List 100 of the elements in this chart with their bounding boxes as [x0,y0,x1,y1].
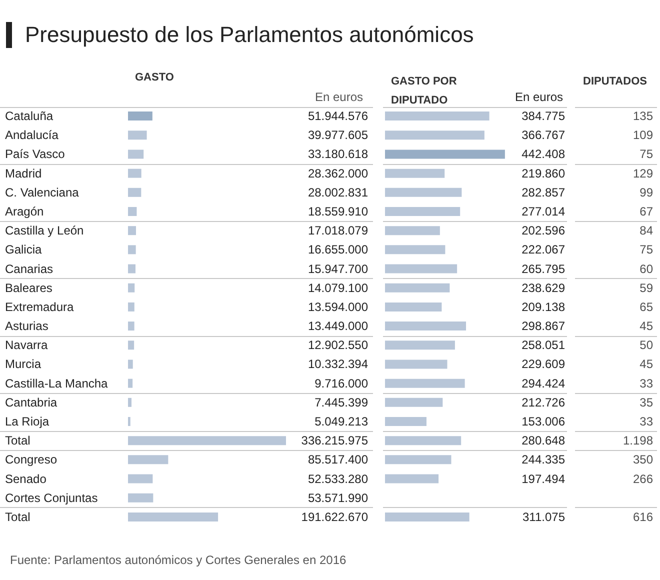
data-label: 45 [640,357,654,372]
data-label: 99 [640,185,654,200]
data-label: 33.180.618 [308,147,368,162]
data-label: 282.857 [522,185,566,200]
bar [385,283,450,292]
bar [385,360,448,369]
data-label: 7.445.399 [314,395,368,410]
data-label: 18.559.910 [308,204,368,218]
y-tick-label: Total [5,434,30,448]
bar [128,226,136,236]
data-label: 59 [640,280,654,295]
data-label: 16.655.000 [308,242,368,257]
bar [385,322,466,331]
bar [128,436,286,446]
bar [128,112,152,121]
bar [385,436,462,446]
data-label: 222.067 [522,242,566,257]
data-label: 135 [632,109,654,124]
y-tick-label: C. Valenciana [5,185,80,200]
data-label: 75 [640,242,654,257]
y-tick-label: Senado [5,472,47,486]
y-tick-label: Castilla y León [5,224,84,238]
bar [128,150,144,159]
data-label: 238.629 [522,280,566,295]
x-axis-title: GASTO [135,72,174,84]
data-label: 60 [640,262,654,276]
bar [128,168,142,178]
data-label: 28.362.000 [308,166,368,180]
data-label: 229.609 [522,357,566,372]
y-tick-label: País Vasco [5,147,66,162]
data-label: 17.018.079 [308,224,368,238]
bar [385,168,445,178]
data-label: 350 [632,452,654,467]
bar [385,150,505,159]
data-label: 51.944.576 [308,109,368,124]
bar [128,188,142,197]
bar [385,188,462,197]
bar [128,493,154,502]
bar [385,226,440,236]
y-tick-label: Cataluña [5,109,54,124]
bar [128,474,153,484]
bar [128,264,136,274]
bar [385,378,465,388]
y-tick-label: Cantabria [5,395,58,410]
text: En euros [515,90,564,104]
y-tick-label: Murcia [5,357,42,372]
data-label: 52.533.280 [308,472,368,486]
bar [128,455,168,464]
y-tick-label: Asturias [5,319,48,334]
bar [128,283,135,292]
y-tick-label: Extremadura [5,300,74,314]
y-tick-label: Cortes Conjuntas [5,490,98,505]
chart-title: GASTO POR DIPUTADO [391,76,457,106]
data-label: 84 [640,224,654,238]
data-label: 50 [640,338,654,352]
y-tick-label: Baleares [5,280,52,295]
bar [385,112,490,121]
text: DIPUTADOS [583,76,647,88]
bar [385,302,442,312]
bar [128,302,134,312]
data-label: 5.049.213 [314,414,368,428]
data-label: 336.215.975 [301,434,368,448]
y-tick-label: Andalucía [5,128,59,142]
data-label: 39.977.605 [308,128,368,142]
data-label: 33 [640,376,654,390]
text: En euros [314,90,363,104]
data-label: 258.051 [522,338,566,352]
data-label: 366.767 [522,128,566,142]
bar [385,398,443,407]
bar [385,264,458,274]
data-label: 197.494 [522,472,566,486]
bar [385,130,484,140]
y-tick-label: Congreso [5,452,58,467]
data-label: 442.408 [522,147,566,162]
data-label: 15.947.700 [308,262,368,276]
data-label: 33 [640,414,654,428]
bar [385,207,460,216]
data-label: 244.335 [522,452,566,467]
data-label: 13.449.000 [308,319,368,334]
bar [128,360,133,369]
bar [385,474,439,484]
bar [128,398,132,407]
bar [385,512,470,522]
data-label: 65 [640,300,654,314]
data-label: 311.075 [522,510,566,524]
data-label: 10.332.394 [308,357,368,372]
chart-title: Presupuesto de los Parlamentos autonómicos [25,22,474,48]
data-label: 191.622.670 [301,510,368,524]
y-tick-label: Castilla-La Mancha [5,376,108,390]
data-label: 265.795 [522,262,566,276]
data-label: 75 [640,147,654,162]
y-tick-label: Navarra [5,338,48,352]
bar [385,245,446,254]
data-label: 277.014 [522,204,566,218]
data-label: 12.902.550 [308,338,368,352]
y-tick-label: Canarias [5,262,54,276]
data-label: 53.571.990 [308,490,368,505]
bar [128,378,133,388]
bar [385,340,455,350]
data-label: 294.424 [522,376,566,390]
